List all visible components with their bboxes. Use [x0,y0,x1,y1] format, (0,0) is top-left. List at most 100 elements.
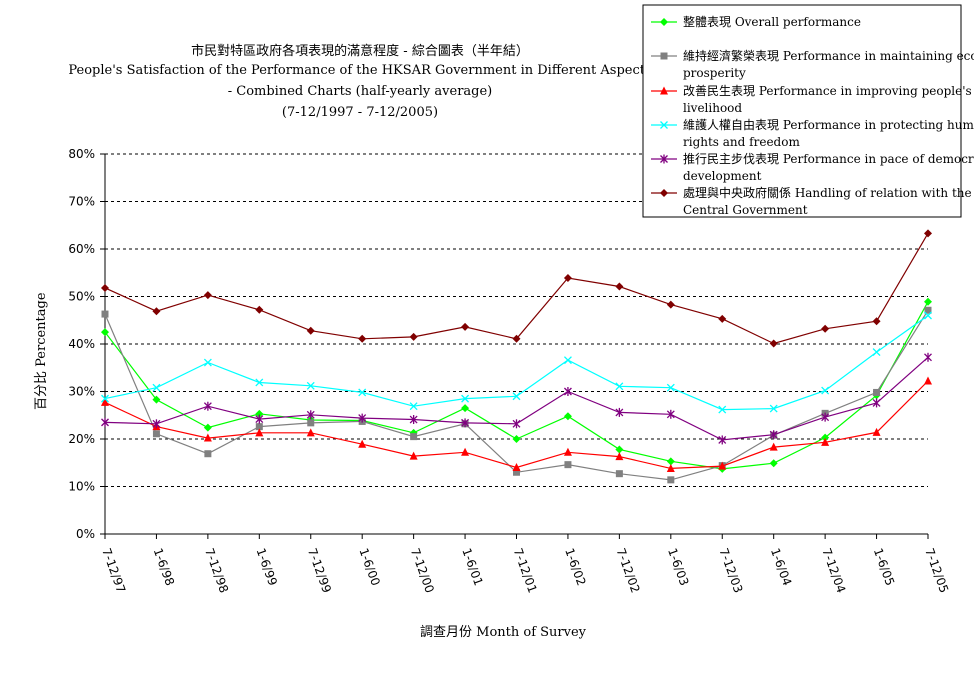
data-point [512,334,521,343]
data-point-stroke [101,394,109,403]
series-1 [101,297,932,473]
data-point [667,476,675,484]
data-point [821,412,830,422]
data-point [924,376,932,385]
data-point [718,461,727,470]
data-point [718,314,727,323]
data-point [821,437,830,446]
x-tick-label: 7-12/04 [819,546,848,595]
data-point [563,412,572,421]
data-point [821,324,830,333]
data-point [358,388,367,397]
legend-box [642,4,962,218]
x-tick-label: 1-6/98 [151,546,177,587]
x-tick-label: 1-6/03 [665,546,691,587]
data-point [461,394,470,403]
data-point [769,404,778,413]
series-lines [101,229,932,484]
data-point-stroke [660,121,668,129]
data-point [660,52,668,60]
data-point [203,291,212,300]
x-tick-label: 1-6/99 [253,546,279,587]
data-point [821,386,830,395]
legend-item: 維護人權自由表現 Performance in protecting human… [651,117,974,149]
data-point [152,383,161,392]
data-point [461,447,470,456]
data-point [660,18,668,26]
data-point [563,447,572,456]
data-point [203,401,212,411]
data-point [101,283,109,292]
x-tick-label: 7-12/00 [408,546,437,595]
data-point [564,461,572,469]
data-point-stroke [924,311,932,320]
y-tick-label: 80% [68,147,95,161]
data-point [512,435,521,443]
x-tick-label: 7-12/98 [202,546,231,595]
data-point [306,326,315,335]
data-point [152,430,160,438]
data-point [255,378,264,387]
data-point [152,419,161,429]
data-point [718,435,727,445]
data-point [461,418,470,428]
chart-title-en: People's Satisfaction of the Performance… [68,63,652,78]
data-point-stroke [255,378,264,387]
x-tick-label: 1-6/02 [562,546,588,587]
y-tick-label: 40% [68,337,95,351]
data-point [513,468,520,476]
legend-label: 處理與中央政府關係 Handling of relation with the C… [683,185,972,217]
data-point [666,409,675,419]
legend-item: 處理與中央政府關係 Handling of relation with the C… [651,185,972,217]
data-point-stroke [152,383,161,392]
data-point [409,402,418,411]
data-point [615,470,623,478]
data-point-stroke [769,404,778,413]
x-tick-label: 7-12/97 [99,546,128,595]
data-point [924,352,932,362]
data-point [203,423,212,432]
data-point [615,282,624,291]
chart-period: (7-12/1997 - 7-12/2005) [281,105,439,120]
data-point [660,86,668,95]
legend-label: 維持經濟繁榮表現 Performance in maintaining econ… [683,48,974,80]
data-point [872,348,881,357]
data-point-stroke [461,394,470,403]
series-line [104,232,929,345]
legend-label: 推行民主步伐表現 Performance in pace of democrat… [683,152,974,183]
data-point [872,398,881,408]
data-point-stroke [718,405,727,414]
data-point [660,121,668,129]
data-point [255,409,264,418]
y-tick-label: 70% [68,195,95,209]
data-point [563,387,572,396]
data-point [769,430,778,440]
x-tick-label: 7-12/02 [614,546,643,595]
y-tick-label: 50% [68,290,95,304]
data-point [306,381,315,390]
x-tick-label: 1-6/04 [768,546,794,587]
data-point [924,311,932,320]
x-axis-title: 調查月份 Month of Survey [420,625,587,640]
x-tick-label: 7-12/05 [922,546,951,595]
data-point [255,414,264,424]
y-tick-label: 0% [76,527,95,541]
legend-item: 推行民主步伐表現 Performance in pace of democrat… [651,152,974,183]
legend-item: 改善民生表現 Performance in improving people's… [651,83,972,115]
chart-subtitle: - Combined Charts (half-yearly average) [227,84,493,99]
data-point [255,305,264,314]
data-point [563,356,572,365]
data-point-stroke [666,383,675,392]
data-point [512,463,521,471]
data-point [409,451,418,460]
y-tick-label: 20% [68,432,95,446]
data-point [872,317,881,326]
data-point [101,310,109,318]
legend-item: 整體表現 Overall performance [651,14,861,29]
data-point [152,307,161,316]
data-point [461,322,470,331]
data-point [306,428,315,437]
data-point [563,273,572,282]
data-point-stroke [512,392,521,401]
